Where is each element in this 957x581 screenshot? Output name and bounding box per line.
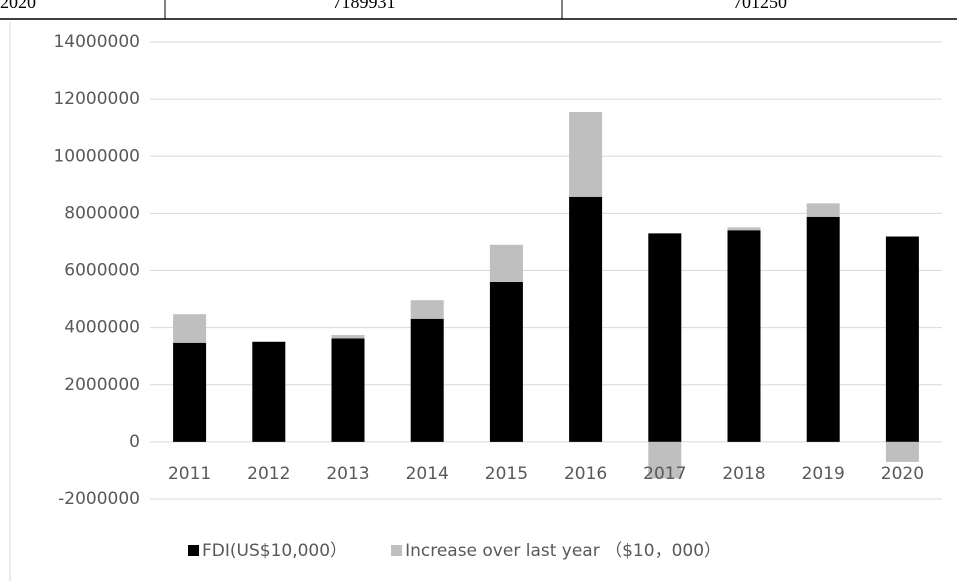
x-tick-label: 2013 <box>326 464 369 484</box>
bar <box>252 341 286 342</box>
x-tick-label: 2019 <box>802 464 845 484</box>
legend-swatch <box>188 545 199 556</box>
bar <box>648 441 682 479</box>
bar <box>331 338 365 442</box>
y-tick-label: 4000000 <box>64 318 140 338</box>
bar <box>489 281 523 442</box>
y-tick-label: 8000000 <box>64 203 140 223</box>
x-tick-label: 2017 <box>643 464 686 484</box>
y-tick-label: 10000000 <box>53 146 140 166</box>
x-tick-label: 2012 <box>247 464 290 484</box>
x-tick-label: 2015 <box>485 464 528 484</box>
bar <box>885 441 919 462</box>
y-tick-label: 0 <box>129 432 140 452</box>
bar <box>252 341 286 442</box>
table-cell: 7189931 <box>333 0 396 12</box>
bar <box>489 244 523 282</box>
table-cell: 701250 <box>733 0 787 12</box>
bar <box>331 335 365 339</box>
y-tick-label: -2000000 <box>58 489 140 509</box>
bar <box>410 318 444 442</box>
x-tick-label: 2016 <box>564 464 607 484</box>
legend-label: FDI(US$10,000） <box>202 541 347 561</box>
bar <box>410 300 444 319</box>
bar <box>806 216 840 442</box>
x-tick-label: 2020 <box>881 464 924 484</box>
bar <box>727 227 761 231</box>
bar <box>173 314 207 343</box>
x-tick-label: 2018 <box>722 464 765 484</box>
table-fragment: 2020 7189931 701250 <box>0 0 957 20</box>
bar <box>569 196 603 442</box>
x-tick-label: 2011 <box>168 464 211 484</box>
legend-label: Increase over last year （$10，000） <box>405 541 721 561</box>
chart: -2000000 0 2000000 4000000 6000000 8000000 100… <box>53 32 942 561</box>
y-tick-label: 14000000 <box>53 32 140 52</box>
bar <box>806 203 840 217</box>
x-tick-label: 2014 <box>406 464 449 484</box>
bar <box>885 236 919 442</box>
bar <box>173 342 207 442</box>
y-tick-label: 2000000 <box>64 375 140 395</box>
y-tick-label: 6000000 <box>64 261 140 281</box>
legend-swatch <box>391 545 403 556</box>
table-cell: 2020 <box>0 0 36 12</box>
y-tick-label: 12000000 <box>53 89 140 109</box>
bar <box>569 111 603 197</box>
bar <box>727 230 761 442</box>
bar <box>648 233 682 442</box>
